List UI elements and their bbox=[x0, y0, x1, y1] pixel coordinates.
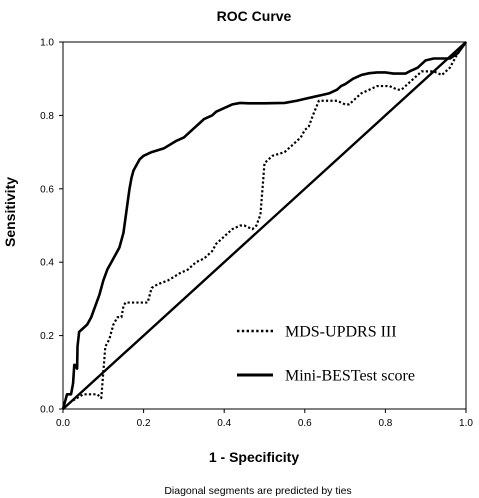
y-axis-label: Sensitivity bbox=[2, 177, 18, 247]
x-axis-label: 1 - Specificity bbox=[209, 449, 299, 465]
x-tick-label: 0.8 bbox=[378, 418, 392, 429]
chart-title: ROC Curve bbox=[217, 8, 292, 24]
y-tick-label: 0.0 bbox=[40, 405, 54, 416]
y-tick-label: 1.0 bbox=[40, 38, 54, 49]
chart-footnote: Diagonal segments are predicted by ties bbox=[164, 485, 351, 497]
y-tick-label: 0.6 bbox=[40, 184, 54, 195]
x-tick-label: 0.4 bbox=[217, 418, 231, 429]
reference-diagonal-line bbox=[62, 41, 467, 410]
legend-label: MDS-UPDRS III bbox=[285, 324, 397, 341]
x-tick-label: 1.0 bbox=[459, 418, 473, 429]
x-tick-label: 0.0 bbox=[56, 418, 70, 429]
series-line-mds-updrs bbox=[62, 41, 467, 410]
legend-label: Mini-BESTest score bbox=[285, 368, 415, 385]
y-tick-label: 0.4 bbox=[40, 258, 54, 269]
y-tick-label: 0.2 bbox=[40, 331, 54, 342]
x-tick-label: 0.6 bbox=[298, 418, 312, 429]
x-tick-label: 0.2 bbox=[137, 418, 151, 429]
plot-area: 0.0 0.2 0.4 0.6 0.8 1.0 0.0 0.2 0.4 0.6 0.8 1.0 MDS-… bbox=[40, 38, 473, 430]
plot-frame bbox=[62, 41, 467, 410]
series-line-mini-bestest bbox=[61, 41, 468, 410]
y-tick-label: 0.8 bbox=[40, 111, 54, 122]
